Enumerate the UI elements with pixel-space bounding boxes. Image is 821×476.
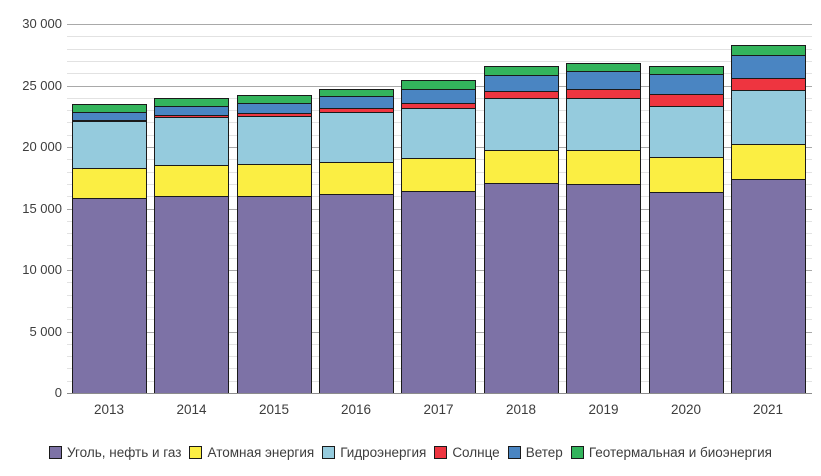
legend-item-6: Геотермальная и биоэнергия [570,444,772,460]
bar-2019-segment-5 [566,71,641,89]
bar-2020-segment-6 [648,66,724,74]
y-axis-tick-label-0: 0 [54,385,62,400]
x-axis-label-2013: 2013 [93,402,125,417]
legend-label: Атомная энергия [207,444,315,460]
x-axis-label-2021: 2021 [752,402,784,417]
bar-2014-segment-4 [154,115,229,117]
x-axis-label-2014: 2014 [176,402,207,417]
bar-2014-segment-2 [154,165,229,196]
bar-2016-segment-4 [318,108,394,112]
legend-swatch-icon [570,445,584,459]
bar-2017-segment-6 [401,80,476,89]
bar-2021-segment-2 [730,144,806,179]
legend-swatch-icon [507,445,521,459]
bar-2017-segment-1 [401,191,476,394]
bar-2021-segment-4 [730,78,806,90]
bar-2020-segment-1 [648,192,724,394]
bar-2014-segment-5 [154,106,229,115]
bar-2015-segment-5 [236,103,312,113]
legend-label: Гидроэнергия [340,444,427,460]
bar-2018-segment-3 [483,98,559,150]
bar-2019-segment-1 [566,184,641,394]
gridline-28000 [67,49,812,50]
bar-2013-segment-2 [71,168,147,198]
gridline-30000 [67,24,812,25]
bar-2016-segment-3 [318,112,394,162]
gridline-0 [67,393,812,394]
bar-2014-segment-6 [154,98,229,106]
bar-2017-segment-2 [401,158,476,191]
bar-2018-segment-4 [483,91,559,98]
bar-2015-segment-4 [236,113,312,116]
legend-item-5: Ветер [507,444,563,460]
legend-item-1: Уголь, нефть и газ [49,445,181,460]
gridline-26000 [67,73,812,74]
bar-2021-segment-3 [730,90,806,144]
bar-2018-segment-1 [483,183,559,394]
y-axis-tick-label-30000: 30 000 [22,16,62,31]
legend-swatch-icon [322,445,336,459]
bar-2018-segment-6 [483,66,559,75]
legend-item-3: Гидроэнергия [322,445,426,460]
legend-item-4: Солнце [434,444,500,460]
legend-label: Геотермальная и биоэнергия [588,444,772,460]
x-axis-label-2020: 2020 [670,402,702,417]
bar-2020-segment-2 [648,157,724,192]
bar-2016-segment-2 [318,162,394,194]
y-axis-tick-label-25000: 25 000 [22,78,62,93]
bar-2013-segment-5 [71,112,147,120]
x-axis-label-2019: 2019 [588,402,619,417]
x-axis-label-2015: 2015 [258,402,290,417]
legend-item-2: Атомная энергия [189,445,314,460]
bar-2018-segment-2 [483,150,559,183]
legend-label: Солнце [452,444,500,460]
bar-2019-segment-6 [566,63,641,71]
bar-2017-segment-3 [401,108,476,158]
bar-2014-segment-1 [154,196,229,394]
bar-2015-segment-1 [236,196,312,394]
y-axis-tick-label-15000: 15 000 [22,201,62,216]
bar-2017-segment-4 [401,103,476,108]
gridline-27000 [67,61,812,62]
bar-2015-segment-2 [236,164,312,196]
bar-2021-segment-5 [730,55,806,78]
legend-swatch-icon [49,445,63,459]
bar-2014-segment-3 [154,117,229,165]
bar-2020-segment-3 [648,106,724,157]
legend: Уголь, нефть и газ Атомная энергия Гидроэн… [0,442,821,462]
bar-2020-segment-4 [648,94,724,106]
bar-2013-segment-6 [71,104,147,112]
legend-label: Ветер [525,444,563,460]
bar-2013-segment-3 [71,121,147,168]
bar-2013-segment-1 [71,198,147,394]
x-axis-label-2017: 2017 [423,402,454,417]
y-axis-tick-label-10000: 10 000 [22,262,62,277]
bar-2016-segment-6 [318,89,394,96]
bar-2015-segment-3 [236,116,312,164]
bar-2016-segment-5 [318,96,394,108]
x-axis-label-2018: 2018 [505,402,537,417]
legend-label: Уголь, нефть и газ [67,444,182,460]
bar-2021-segment-1 [730,179,806,394]
y-axis-tick-label-5000: 5 000 [29,324,62,339]
bar-2019-segment-3 [566,98,641,150]
y-axis-tick-label-20000: 20 000 [22,139,62,154]
bar-2016-segment-1 [318,194,394,394]
bar-2020-segment-5 [648,74,724,94]
bar-2021-segment-6 [730,45,806,55]
bar-2019-segment-2 [566,150,641,184]
gridline-29000 [67,36,812,37]
legend-swatch-icon [189,445,203,459]
legend-swatch-icon [434,445,448,459]
bar-2015-segment-6 [236,95,312,103]
bar-2013-segment-4 [71,120,147,121]
bar-2018-segment-5 [483,75,559,91]
bar-2019-segment-4 [566,89,641,98]
x-axis-label-2016: 2016 [340,402,372,417]
bar-2017-segment-5 [401,89,476,103]
